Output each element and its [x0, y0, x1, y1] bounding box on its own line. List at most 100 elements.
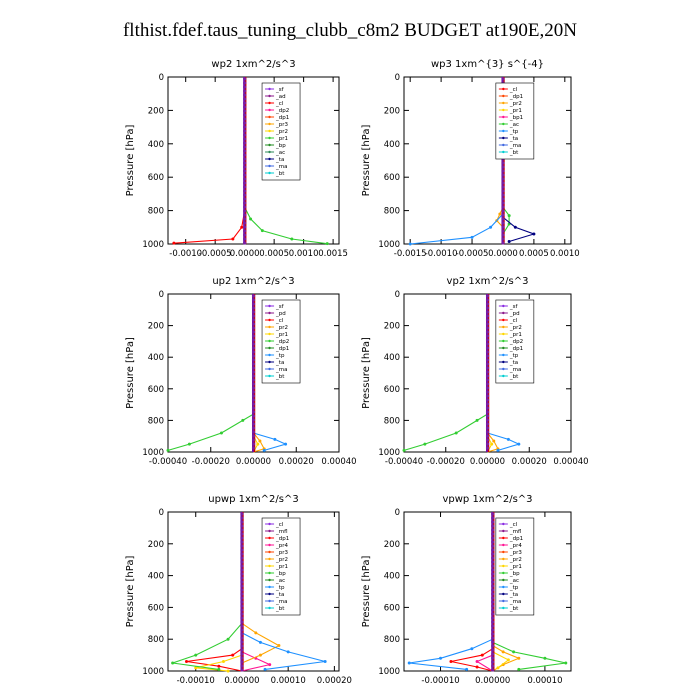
legend-label: _bt [275, 374, 285, 380]
panel-wp2: wp2 1xm^2/s^3 0 200 400 600 800 1000 -0.0010-0.… [125, 59, 348, 259]
profile-marker [243, 229, 247, 233]
profile-marker [240, 520, 244, 524]
profile-marker [240, 544, 244, 548]
legend-label: _dp1 [275, 536, 289, 542]
profile-marker [243, 213, 247, 217]
legend-label: _cl [509, 522, 518, 528]
profile-marker [243, 233, 247, 237]
data-point [258, 653, 262, 657]
y-axis-label: Pressure [hPa] [125, 125, 136, 197]
profile-marker [243, 177, 247, 181]
panel-title: vpwp 1xm^2/s^3 [442, 494, 532, 505]
legend-marker [268, 122, 271, 126]
profile-marker [251, 318, 256, 322]
profile-marker [485, 394, 490, 398]
legend-label: _tp [509, 353, 519, 359]
legend-marker [502, 360, 505, 364]
profile-marker [251, 334, 256, 338]
x-tick-label: 0.00000 [224, 676, 259, 686]
data-point [439, 656, 443, 660]
profile-marker [240, 628, 244, 632]
data-point [268, 663, 272, 667]
data-point [475, 659, 479, 663]
profile-marker [251, 370, 256, 374]
profile-marker [491, 528, 495, 532]
profile-marker [240, 620, 244, 624]
profile-marker [485, 406, 490, 410]
profile-marker [243, 93, 247, 97]
legend-marker [268, 564, 271, 568]
x-tick-label: 0.0000 [488, 249, 518, 259]
data-point [240, 225, 244, 229]
x-tick-label: 0.00020 [317, 676, 352, 686]
figure-title: flthist.fdef.taus_tuning_clubb_c8m2 BUDG… [122, 20, 577, 41]
legend-label: _bt [509, 374, 519, 380]
legend-label: _pr3 [275, 550, 289, 556]
profile-marker [251, 414, 256, 418]
y-tick-label: 0 [159, 73, 164, 83]
legend-marker [268, 332, 271, 336]
data-point [273, 437, 277, 441]
legend-marker [502, 557, 505, 561]
legend-marker [268, 550, 271, 554]
y-tick-label: 0 [395, 73, 400, 83]
profile-marker [485, 378, 490, 382]
legend-label: _ma [275, 164, 287, 170]
profile-marker [251, 366, 256, 370]
data-point [423, 442, 427, 446]
profile-marker [485, 302, 490, 306]
x-tick-label: -0.00040 [149, 457, 187, 467]
legend-marker [502, 353, 505, 357]
profile-marker [485, 298, 490, 302]
profile-marker [243, 165, 247, 169]
profile-marker [485, 306, 490, 310]
data-point [226, 637, 230, 641]
profile-marker [485, 430, 490, 434]
y-tick-label: 1000 [142, 448, 164, 458]
profile-marker [491, 540, 495, 544]
y-tick-label: 800 [148, 635, 164, 645]
data-point [284, 442, 288, 446]
series-line-bp [172, 512, 243, 670]
profile-marker [491, 644, 495, 648]
legend-label: _bt [509, 606, 519, 612]
legend-marker [502, 522, 505, 526]
profile-marker [240, 668, 244, 672]
profile-marker [251, 426, 256, 430]
profile-marker [485, 358, 490, 362]
legend-label: _bt [509, 150, 519, 156]
profile-marker [491, 596, 495, 600]
y-tick-label: 800 [384, 416, 400, 426]
profile-marker [251, 386, 256, 390]
data-point [470, 647, 474, 651]
data-point [260, 229, 264, 233]
legend-marker [268, 318, 271, 322]
profile-marker [491, 560, 495, 564]
x-tick-label: 0.00000 [475, 676, 510, 686]
series-line-pr1 [195, 512, 243, 672]
profile-marker [485, 354, 490, 358]
profile-marker [251, 298, 256, 302]
profile-marker [501, 197, 505, 201]
data-point [277, 644, 281, 648]
profile-marker [491, 656, 495, 660]
profile-marker [491, 520, 495, 524]
panel-vp2: vp2 1xm^2/s^3 0 200 400 600 800 1000-0.00040 -0… [361, 276, 589, 467]
y-axis-label: Pressure [hPa] [361, 125, 372, 197]
profile-marker [243, 181, 247, 185]
profile-marker [485, 342, 490, 346]
profile-marker [251, 382, 256, 386]
legend-marker [502, 311, 505, 315]
legend-marker [502, 122, 505, 126]
profile-marker [491, 620, 495, 624]
legend-marker [268, 325, 271, 329]
data-point [256, 442, 260, 446]
profile-marker [491, 616, 495, 620]
x-tick-label: 0.00010 [527, 676, 562, 686]
profile-marker [501, 77, 505, 81]
legend-marker [502, 87, 505, 91]
legend-label: _pr2 [509, 325, 522, 331]
legend-label: _ta [275, 157, 284, 163]
legend-marker [268, 543, 271, 547]
legend-marker [268, 578, 271, 582]
